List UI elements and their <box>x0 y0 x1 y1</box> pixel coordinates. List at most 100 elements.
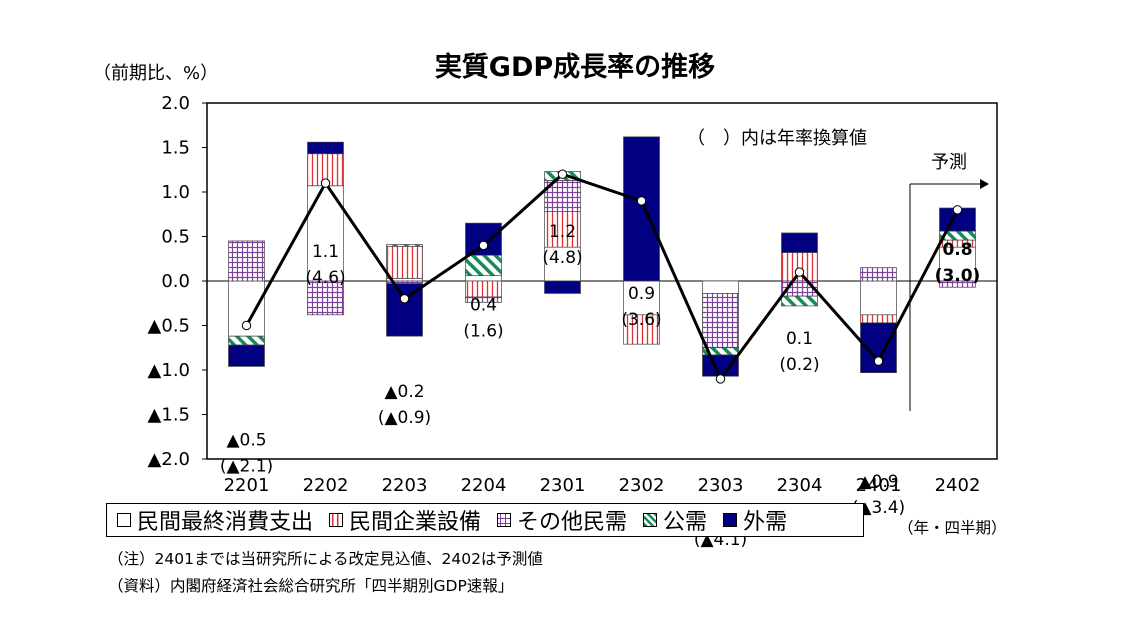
x-tick-label: 2402 <box>935 475 981 496</box>
legend-swatch-vlines <box>329 513 344 527</box>
data-label-annualized: (▲2.1) <box>220 457 273 477</box>
x-unit-label: （年・四半期） <box>898 519 1007 537</box>
legend-label: 民間最終消費支出 <box>137 510 314 535</box>
gdp-point <box>873 356 884 366</box>
x-tick-label: 2302 <box>619 475 665 496</box>
x-tick-label: 2401 <box>856 475 902 496</box>
data-labels: ▲0.5 (▲2.1) 1.1 (4.6) ▲0.2 (▲0.9) 0.4 (1.6) 1.2 (… <box>220 222 981 550</box>
gdp-point <box>557 169 568 179</box>
data-label-value: ▲0.9 <box>858 472 898 492</box>
legend-item-other-private: その他民需 <box>497 504 627 536</box>
gdp-point <box>794 267 805 277</box>
bar-investment <box>623 314 660 345</box>
data-label-annualized: (3.6) <box>621 310 661 330</box>
data-label-annualized: (▲0.9) <box>378 408 431 428</box>
legend-swatch-blank <box>117 513 131 527</box>
bar-investment <box>544 211 581 248</box>
bar-other-private <box>228 240 265 282</box>
data-label-annualized: (3.0) <box>935 266 981 286</box>
data-label-annualized: (1.6) <box>463 321 503 341</box>
legend-label: その他民需 <box>517 510 628 535</box>
legend-item-consumption: 民間最終消費支出 <box>117 504 313 536</box>
data-label-value: 0.1 <box>786 329 813 349</box>
y-tick-label: 0.5 <box>161 227 190 248</box>
gdp-point <box>399 294 410 304</box>
x-axis: 2201 2202 2203 2204 2301 2302 2303 2304 2401 2402 <box>224 475 981 496</box>
legend-item-net-exports: 外需 <box>723 504 787 536</box>
x-tick-label: 2303 <box>698 475 744 496</box>
bar-other-private <box>939 280 976 288</box>
bar-consumption <box>623 280 660 316</box>
data-label-annualized: (▲3.4) <box>852 498 905 518</box>
data-label-value: 0.4 <box>470 295 497 315</box>
y-axis: 2.0 1.5 1.0 0.5 0.0 ▲0.5 ▲1.0 ▲1.5 ▲2.0 <box>148 93 207 470</box>
y-unit-label: （前期比、%） <box>93 63 218 84</box>
y-tick-label: 2.0 <box>161 93 190 114</box>
bar-other-private <box>702 293 739 349</box>
bar-investment <box>860 314 897 324</box>
bar-public <box>228 335 265 346</box>
bar-other-private <box>307 280 344 316</box>
gdp-point <box>952 205 963 215</box>
y-tick-label: 0.0 <box>161 271 190 292</box>
y-tick-label: ▲1.5 <box>148 405 190 426</box>
gdp-line-path <box>245 172 959 382</box>
x-tick-label: 2201 <box>224 475 270 496</box>
data-label-annualized: (0.2) <box>779 355 819 375</box>
bar-public <box>465 254 502 277</box>
gdp-point <box>320 178 331 188</box>
data-label-value: 0.9 <box>628 284 655 304</box>
bar-other-private <box>860 267 897 282</box>
bar-net-exports <box>623 136 660 282</box>
legend: 民間最終消費支出 民間企業設備 その他民需 公需 外需 <box>106 503 864 537</box>
note-line: （注）2401までは当研究所による改定見込値、2402は予測値 <box>108 550 543 568</box>
gdp-line <box>241 169 963 384</box>
data-label-value: 1.1 <box>312 242 339 262</box>
bar-consumption <box>702 280 739 294</box>
legend-label: 公需 <box>663 510 708 535</box>
bar-net-exports <box>781 232 818 253</box>
legend-item-investment: 民間企業設備 <box>329 504 481 536</box>
x-tick-label: 2301 <box>540 475 586 496</box>
legend-label: 外需 <box>743 510 788 535</box>
data-label-annualized: (4.6) <box>305 268 345 288</box>
bar-net-exports <box>702 354 739 377</box>
gdp-point <box>636 196 647 206</box>
gdp-point <box>241 320 252 331</box>
data-label-value: ▲0.5 <box>226 431 266 451</box>
data-label-value: 0.8 <box>942 240 972 260</box>
legend-label: 民間企業設備 <box>349 510 482 535</box>
data-label-annualized: (4.8) <box>542 248 582 268</box>
bar-public <box>781 295 818 307</box>
y-tick-label: 1.0 <box>161 182 190 203</box>
forecast-label: 予測 <box>931 152 967 173</box>
bar-net-exports <box>465 222 502 256</box>
bar-net-exports <box>228 344 265 367</box>
data-label-value: ▲0.2 <box>384 382 424 402</box>
data-label-value: 1.2 <box>549 222 576 242</box>
y-tick-label: ▲0.5 <box>148 316 190 337</box>
x-tick-label: 2304 <box>777 475 823 496</box>
bar-other-private <box>465 296 502 303</box>
bar-public <box>386 244 423 247</box>
gdp-point <box>478 240 489 251</box>
legend-swatch-diag <box>643 513 658 527</box>
bars <box>228 136 976 377</box>
forecast-arrow <box>909 179 989 411</box>
chart-title: 実質GDP成長率の推移 <box>435 51 715 83</box>
bar-consumption <box>465 275 502 282</box>
gdp-point <box>715 374 726 384</box>
y-tick-label: 1.5 <box>161 138 190 159</box>
bar-consumption <box>860 280 897 316</box>
source-line: （資料）内閣府経済社会総合研究所「四半期別GDP速報」 <box>108 577 514 595</box>
bar-net-exports <box>544 280 581 294</box>
legend-item-public: 公需 <box>643 504 707 536</box>
bar-consumption <box>544 246 581 282</box>
y-tick-label: ▲2.0 <box>148 449 190 470</box>
legend-swatch-grid <box>497 513 512 527</box>
bar-investment <box>386 245 423 279</box>
annualized-note: （ ）内は年率換算値 <box>687 128 867 149</box>
y-tick-label: ▲1.0 <box>148 360 190 381</box>
x-tick-label: 2203 <box>382 475 428 496</box>
